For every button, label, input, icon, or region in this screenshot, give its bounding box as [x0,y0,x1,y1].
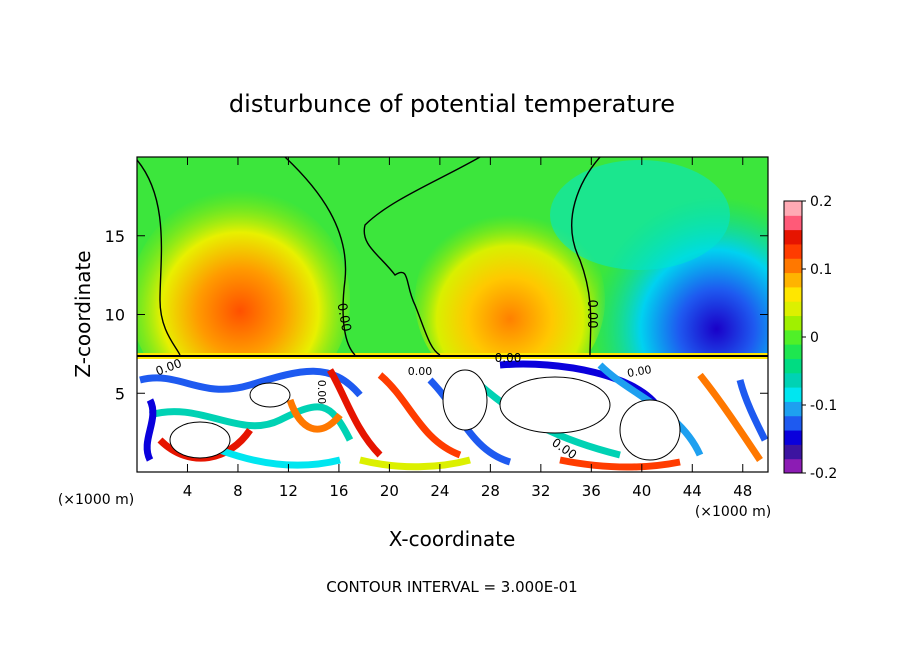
colorbar-segment [784,372,802,388]
colorbar-segment [784,215,802,231]
x-tick-label: 44 [683,482,702,500]
colorbar-segment [784,358,802,374]
y-axis-ticks: 5 10 15 [105,227,768,403]
y-axis-label: Z-coordinate [71,250,95,377]
colorbar-tick-label: 0 [810,330,819,346]
colorbar-tick-label: 0.1 [810,262,832,278]
x-tick-label: 40 [632,482,651,500]
colorbar [784,201,802,474]
warm-anomaly-center [415,205,605,395]
colorbar-segment [784,315,802,331]
y-tick-label: 15 [105,227,125,246]
plot-area: 0.00 0.00 0.00 0.00 0.00 0.00 0.00 0.00 [137,157,768,472]
y-tick-label: 5 [115,384,125,403]
contour-label: 0.00 [584,300,599,329]
colorbar-segment [784,243,802,259]
colorbar-segment [784,286,802,302]
zero-contours [137,157,601,356]
turbulent-white-cells [169,369,681,461]
x-axis-ticks: 4 8 12 16 20 24 28 32 36 40 44 48 [183,157,752,500]
colorbar-labels: 0.2 0.1 0 -0.1 -0.2 [802,194,837,482]
colorbar-segment [784,229,802,245]
y-tick-label: 10 [105,306,125,325]
colorbar-segment [784,329,802,345]
chart-title: disturbunce of potential temperature [229,90,675,118]
colorbar-segment [784,401,802,417]
contour-label: 0.00 [495,351,522,365]
colorbar-segment [784,272,802,288]
x-tick-label: 24 [430,482,449,500]
colorbar-segment [784,415,802,431]
colorbar-segment [784,201,802,216]
contour-label: 0.00 [408,365,433,378]
x-tick-label: 4 [183,482,193,500]
colorbar-tick-label: 0.2 [810,194,832,210]
x-unit-left: (×1000 m) [58,492,134,508]
contour-label: 0.00 [334,302,354,333]
x-axis-label: X-coordinate [389,527,516,551]
colorbar-segment [784,458,802,474]
colorbar-tick-label: -0.1 [810,398,837,414]
contour-label: 0.00 [626,363,652,380]
colorbar-segment [784,387,802,402]
colorbar-segment [784,430,802,445]
x-unit-right: (×1000 m) [695,504,771,520]
colorbar-segment [784,258,802,274]
contour-label: 0.00 [315,380,328,405]
colorbar-segment [784,344,802,359]
x-tick-label: 16 [329,482,348,500]
x-tick-label: 32 [531,482,550,500]
x-tick-label: 8 [233,482,243,500]
x-tick-label: 28 [481,482,500,500]
contour-interval-note: CONTOUR INTERVAL = 3.000E-01 [326,578,577,596]
x-tick-label: 20 [380,482,399,500]
x-tick-label: 48 [733,482,752,500]
colorbar-segment [784,301,802,317]
colorbar-segment [784,444,802,460]
x-tick-label: 36 [582,482,601,500]
x-tick-label: 12 [279,482,298,500]
colorbar-tick-label: -0.2 [810,466,837,482]
cool-anomaly-top [550,160,730,270]
